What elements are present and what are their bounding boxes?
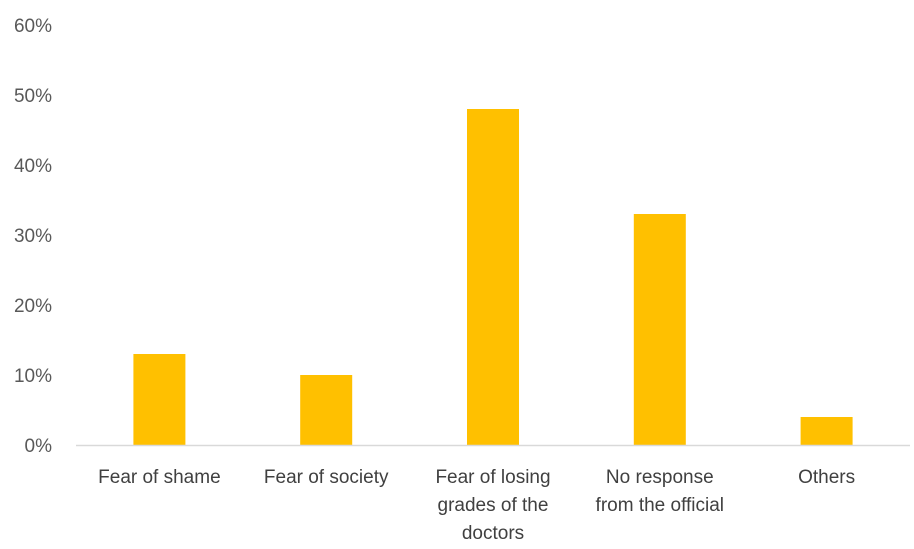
y-tick-label: 20% — [14, 296, 52, 317]
bar — [133, 354, 186, 445]
x-tick-label-line: from the official — [596, 495, 724, 516]
y-tick-label: 0% — [25, 436, 53, 457]
y-tick-label: 60% — [14, 16, 52, 37]
x-tick-label-line: grades of the — [438, 495, 549, 516]
y-tick-label: 50% — [14, 86, 52, 107]
y-tick-label: 40% — [14, 156, 52, 177]
x-tick-label: Fear of society — [264, 467, 389, 488]
bar — [633, 214, 686, 445]
x-axis-labels: Fear of shame Fear of society Fear of losi… — [98, 467, 855, 544]
x-tick-label: Others — [798, 467, 855, 488]
bar — [467, 109, 519, 445]
bar — [800, 417, 853, 445]
x-tick-label-line: No response — [606, 467, 714, 488]
y-axis-ticks: 0% 10% 20% 30% 40% 50% 60% — [14, 16, 52, 457]
y-tick-label: 30% — [14, 226, 52, 247]
x-tick-label: Fear of losing grades of the doctors — [435, 467, 550, 544]
x-tick-label: Fear of shame — [98, 467, 221, 488]
x-tick-label-line: Fear of losing — [435, 467, 550, 488]
x-tick-label-line: Fear of society — [264, 467, 389, 488]
x-tick-label: No response from the official — [596, 467, 724, 516]
x-tick-label-line: doctors — [462, 523, 524, 544]
bars — [133, 109, 853, 445]
x-tick-label-line: Fear of shame — [98, 467, 221, 488]
x-tick-label-line: Others — [798, 467, 855, 488]
bar — [300, 375, 353, 445]
y-tick-label: 10% — [14, 366, 52, 387]
